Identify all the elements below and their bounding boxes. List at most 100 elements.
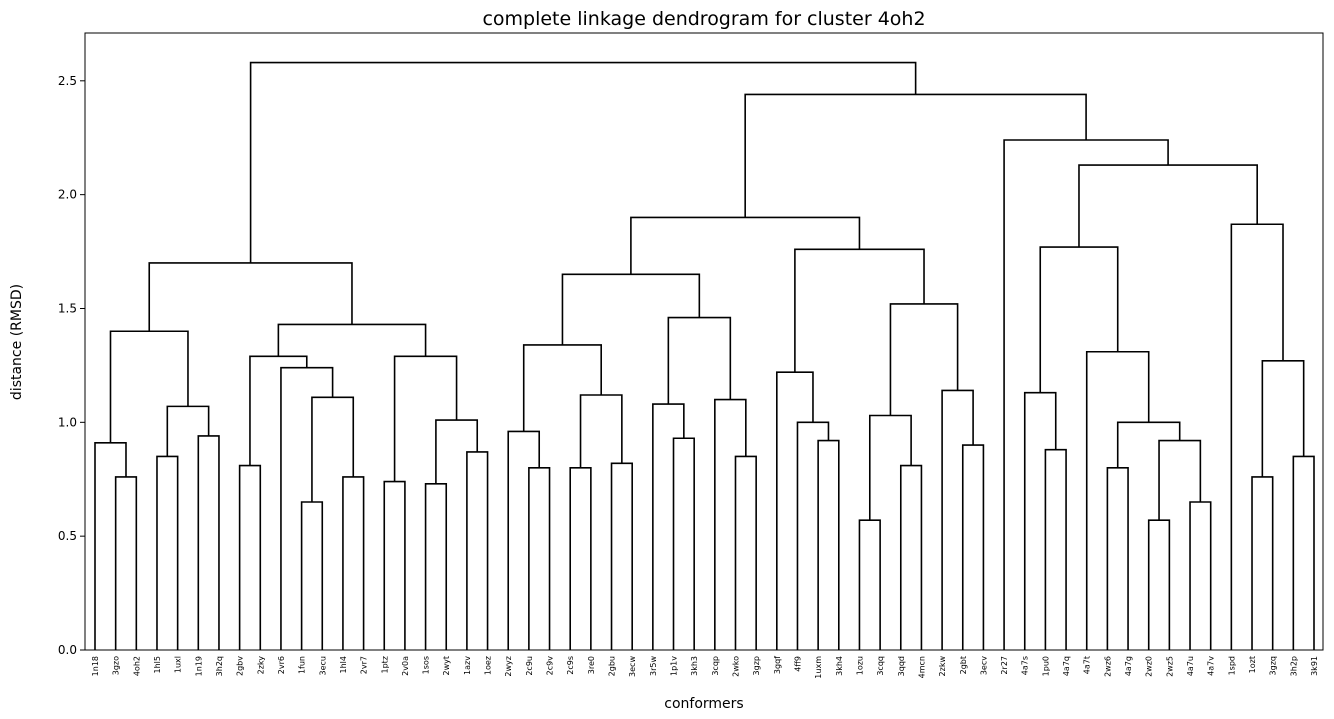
dendrogram-link [1230,223,1284,650]
leaf-label: 1ptz [380,656,389,674]
dendrogram-link [156,455,179,650]
leaf-label: 1ozu [855,656,864,675]
dendrogram-link [238,464,262,650]
leaf-label: 3kh3 [690,656,699,676]
dendrogram-link [794,248,925,373]
y-axis: 0.0 0.5 1.0 1.5 2.0 2.5 [58,74,85,657]
leaf-label: 3ecv [979,656,988,675]
y-tick-label: 2.5 [58,74,77,88]
dendrogram-link [1085,350,1150,650]
dendrogram-links [94,61,1315,650]
leaf-label: 3ecw [628,656,637,677]
dendrogram-link [148,262,353,332]
leaf-label: 1azv [463,656,472,675]
dendrogram-link [166,405,210,457]
dendrogram-link [114,476,138,650]
leaf-label: 2wyt [442,656,451,676]
y-tick-label: 1.5 [58,301,77,315]
leaf-label: 3k91 [1310,656,1319,676]
leaf-label: 3re0 [587,656,596,674]
leaf-label: 3cqp [711,656,720,676]
dendrogram-link [569,467,592,650]
leaf-label: 3h2p [1289,656,1298,676]
dendrogram-link [868,414,912,521]
leaf-label: 1n19 [194,656,203,676]
dendrogram-link [1044,448,1067,650]
leaf-label: 4a7v [1207,656,1216,676]
y-tick-label: 0.0 [58,643,77,657]
leaf-label: 2wz6 [1103,656,1112,677]
leaf-label: 1hl4 [339,656,348,673]
dendrogram-link [630,216,861,275]
leaf-label: 4oh2 [132,656,141,676]
leaf-label: 3gzp [752,656,761,675]
dendrogram-link [889,303,959,416]
leaf-label: 1hl5 [153,656,162,673]
leaf-label: 1spd [1227,656,1236,675]
dendrogram-link [280,366,334,650]
leaf-label: 4a7g [1124,656,1133,676]
y-tick-label: 2.0 [58,188,77,202]
dendrogram-link [1251,476,1274,650]
dendrogram-link [528,467,551,650]
leaf-label: 3cqq [876,656,885,676]
leaf-label: 3ecu [318,656,327,675]
leaf-label: 2gbv [236,656,245,676]
dendrogram-link [249,355,308,466]
leaf-label: 1pu0 [1041,656,1050,676]
leaf-label: 2zky [256,656,265,675]
leaf-label: 3qqd [897,656,906,676]
leaf-label: 2vr7 [360,656,369,674]
leaf-label: 3r5w [649,656,658,676]
leaf-label: 2gbu [608,656,617,676]
leaf-label: 3gzo [112,656,121,675]
dendrogram-link [342,476,365,650]
dendrogram-link [961,444,985,650]
dendrogram-link [109,330,189,443]
leaf-label: 1uxl [174,656,183,673]
dendrogram-link [1189,501,1212,650]
leaf-label: 4a7u [1186,656,1195,676]
dendrogram-link [383,480,406,650]
x-axis-leaf-labels: 1n18 3gzo 4oh2 1hl5 1uxl 1n19 3h2q 2gbv 2zky 2vr6… [91,656,1319,679]
leaf-label: 2c9u [525,656,534,676]
dendrogram-link [507,430,541,650]
dendrogram-link [744,93,1087,218]
dendrogram-link [714,398,747,650]
leaf-label: 2wz0 [1145,656,1154,677]
dendrogram-link [249,61,917,263]
dendrogram-link [1292,455,1315,650]
dendrogram-link [522,344,602,432]
leaf-label: 1uxm [814,656,823,679]
dendrogram-link [941,389,974,650]
dendrogram-link [667,316,732,405]
dendrogram-link [858,519,881,650]
dendrogram-link [311,396,355,503]
dendrogram-link [197,435,220,650]
dendrogram-link [1039,246,1119,393]
dendrogram-link [424,482,448,650]
leaf-label: 2zkw [938,656,947,677]
dendrogram-link [1147,519,1171,650]
leaf-label: 4a7t [1083,656,1092,674]
dendrogram-link [435,419,479,484]
y-tick-label: 1.0 [58,415,77,429]
leaf-label: 1sos [422,656,431,674]
dendrogram-link [610,462,633,650]
dendrogram-link [1158,439,1202,521]
leaf-label: 2wyz [504,656,513,677]
dendrogram-link [652,403,685,650]
dendrogram-link [1023,391,1057,650]
leaf-label: 1fun [298,656,307,674]
x-axis-label: conformers [664,696,743,712]
dendrogram-link [734,455,757,650]
leaf-label: 1p1v [670,656,679,676]
leaf-label: 2r27 [1000,656,1009,675]
dendrogram-link [1116,421,1181,468]
leaf-label: 2v0a [401,656,410,676]
dendrogram-link [817,439,840,650]
dendrogram-link [300,501,324,650]
leaf-label: 2gbt [959,656,968,674]
leaf-label: 1n18 [91,656,100,676]
leaf-label: 2vr6 [277,656,286,674]
